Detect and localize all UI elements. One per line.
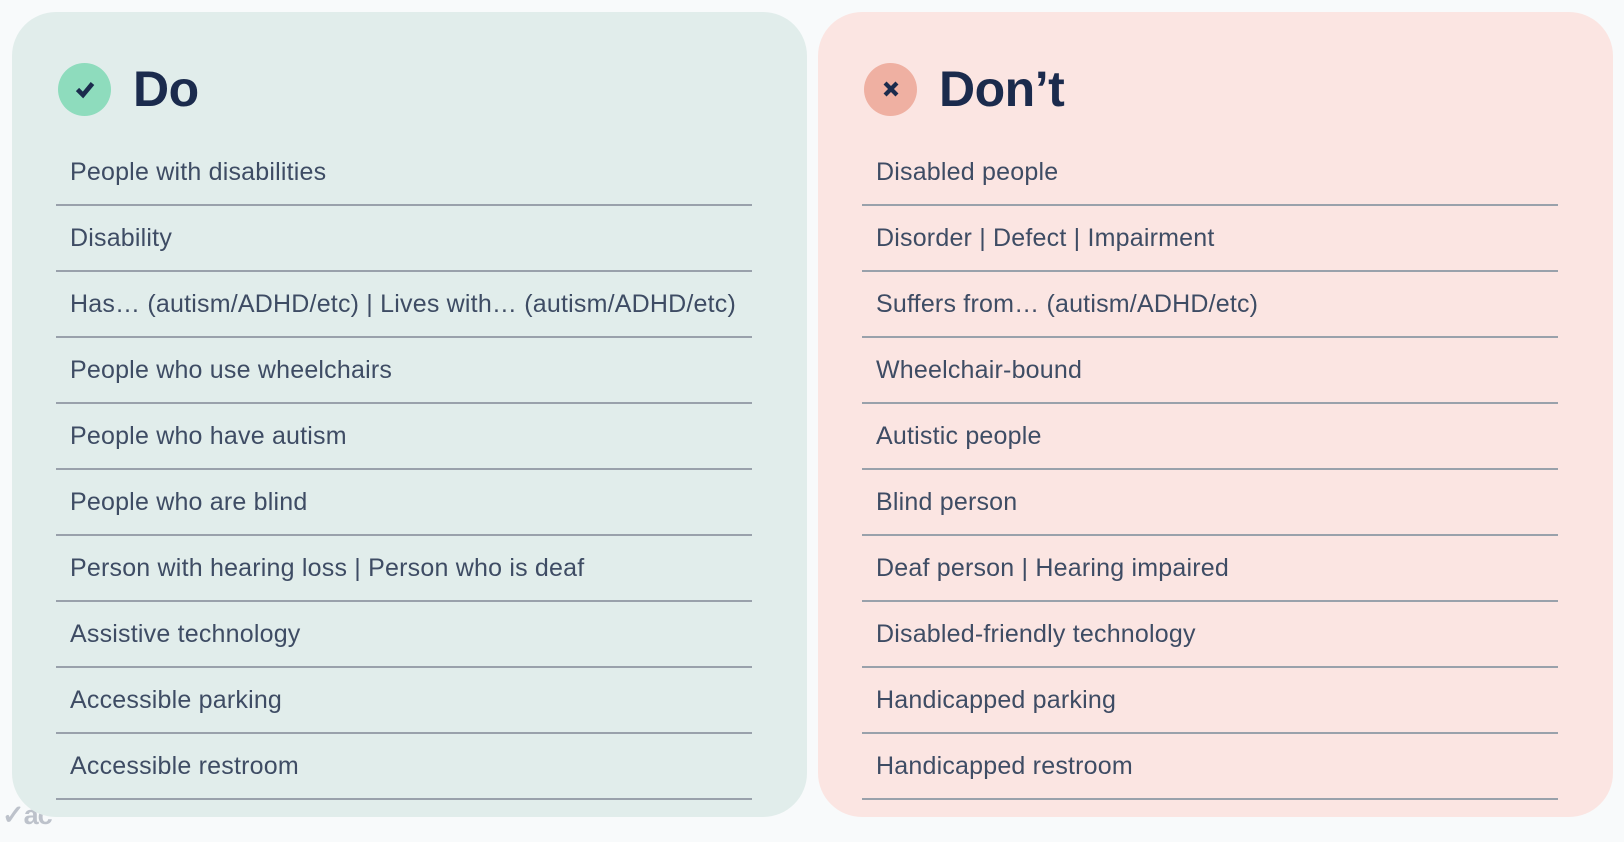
do-card-title: Do (133, 61, 199, 117)
list-item: Handicapped restroom (862, 734, 1558, 800)
do-card: Do People with disabilities Disability H… (12, 12, 807, 817)
list-item: Assistive technology (56, 602, 752, 668)
dont-card-header: Don’t (818, 12, 1613, 118)
dont-term-list: Disabled people Disorder | Defect | Impa… (862, 140, 1558, 800)
check-icon (73, 77, 97, 101)
list-item: Accessible parking (56, 668, 752, 734)
x-badge (864, 62, 917, 116)
list-item: People who have autism (56, 404, 752, 470)
list-item: Blind person (862, 470, 1558, 536)
list-item: Accessible restroom (56, 734, 752, 800)
list-item: Person with hearing loss | Person who is… (56, 536, 752, 602)
do-card-header: Do (12, 12, 807, 118)
list-item: Disability (56, 206, 752, 272)
list-item: People with disabilities (56, 140, 752, 206)
list-item: Wheelchair-bound (862, 338, 1558, 404)
list-item: Handicapped parking (862, 668, 1558, 734)
dont-card: Don’t Disabled people Disorder | Defect … (818, 12, 1613, 817)
list-item: People who use wheelchairs (56, 338, 752, 404)
list-item: Disabled people (862, 140, 1558, 206)
list-item: Disorder | Defect | Impairment (862, 206, 1558, 272)
do-term-list: People with disabilities Disability Has…… (56, 140, 752, 800)
x-icon (880, 78, 902, 100)
list-item: People who are blind (56, 470, 752, 536)
comparison-cards: Do People with disabilities Disability H… (12, 12, 1613, 817)
list-item: Has… (autism/ADHD/etc) | Lives with… (au… (56, 272, 752, 338)
list-item: Autistic people (862, 404, 1558, 470)
list-item: Disabled-friendly technology (862, 602, 1558, 668)
list-item: Deaf person | Hearing impaired (862, 536, 1558, 602)
list-item: Suffers from… (autism/ADHD/etc) (862, 272, 1558, 338)
check-badge (58, 62, 111, 116)
dont-card-title: Don’t (939, 61, 1065, 117)
